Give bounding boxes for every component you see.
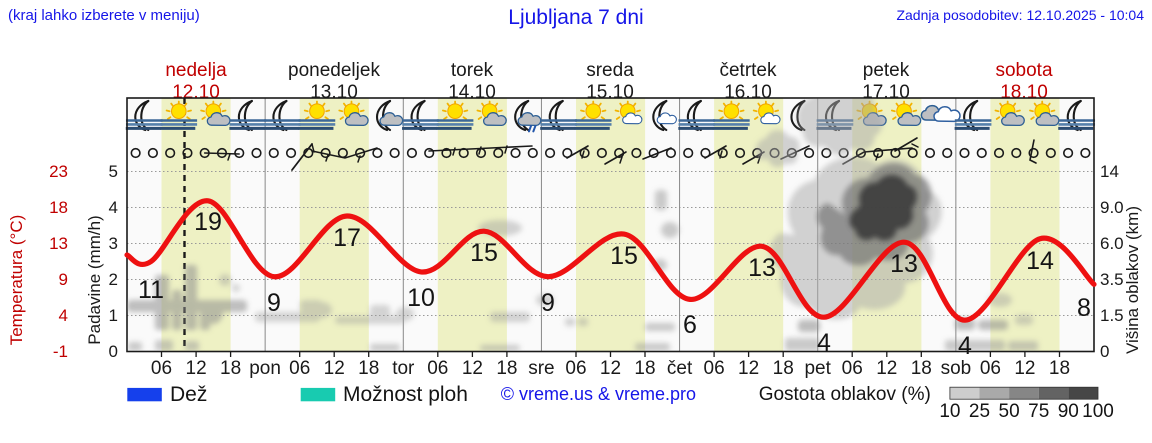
svg-text:06: 06 — [842, 358, 863, 379]
svg-text:13: 13 — [890, 250, 918, 278]
svg-text:6.0: 6.0 — [1100, 234, 1124, 253]
svg-text:25: 25 — [969, 401, 990, 422]
svg-text:75: 75 — [1028, 401, 1049, 422]
svg-text:sre: sre — [528, 358, 554, 379]
svg-text:4: 4 — [109, 198, 118, 217]
svg-text:18: 18 — [49, 198, 68, 217]
svg-text:Ljubljana 7 dni: Ljubljana 7 dni — [508, 6, 643, 29]
svg-text:11: 11 — [138, 276, 164, 304]
svg-text:14: 14 — [1100, 162, 1119, 181]
svg-text:12: 12 — [186, 358, 207, 379]
svg-text:9: 9 — [59, 270, 68, 289]
svg-text:(kraj lahko izberete v meniju): (kraj lahko izberete v meniju) — [8, 7, 200, 24]
svg-text:90: 90 — [1058, 401, 1079, 422]
svg-text:Možnost ploh: Možnost ploh — [343, 383, 468, 406]
svg-text:5: 5 — [109, 162, 118, 181]
svg-text:12: 12 — [462, 358, 483, 379]
svg-text:Padavine (mm/h): Padavine (mm/h) — [85, 215, 104, 344]
svg-text:sreda: sreda — [586, 60, 634, 81]
svg-text:2: 2 — [109, 270, 118, 289]
svg-text:50: 50 — [999, 401, 1020, 422]
svg-text:© vreme.us & vreme.pro: © vreme.us & vreme.pro — [501, 384, 696, 404]
svg-text:10: 10 — [939, 401, 960, 422]
svg-text:06: 06 — [427, 358, 448, 379]
svg-text:18: 18 — [220, 358, 241, 379]
svg-text:23: 23 — [49, 162, 68, 181]
svg-text:15: 15 — [470, 239, 498, 267]
svg-text:pet: pet — [804, 358, 831, 379]
svg-text:1: 1 — [109, 306, 118, 325]
svg-text:ponedeljek: ponedeljek — [288, 60, 380, 81]
svg-text:12: 12 — [738, 358, 759, 379]
svg-text:pon: pon — [249, 358, 281, 379]
svg-text:Višina oblakov (km): Višina oblakov (km) — [1123, 206, 1142, 354]
svg-text:12: 12 — [1014, 358, 1035, 379]
svg-text:10: 10 — [407, 284, 435, 312]
svg-text:Gostota oblakov (%): Gostota oblakov (%) — [759, 384, 931, 405]
svg-text:3.5: 3.5 — [1100, 270, 1124, 289]
svg-text:sobota: sobota — [995, 60, 1052, 81]
svg-text:1.5: 1.5 — [1100, 306, 1124, 325]
svg-text:12: 12 — [600, 358, 621, 379]
svg-text:18: 18 — [634, 358, 655, 379]
svg-text:06: 06 — [980, 358, 1001, 379]
svg-text:18: 18 — [358, 358, 379, 379]
svg-text:četrtek: četrtek — [719, 60, 777, 81]
svg-text:06: 06 — [289, 358, 310, 379]
svg-text:9: 9 — [541, 289, 555, 317]
svg-text:14: 14 — [1026, 247, 1054, 275]
svg-text:6: 6 — [683, 311, 697, 339]
svg-text:100: 100 — [1082, 401, 1114, 422]
svg-text:4: 4 — [59, 306, 68, 325]
svg-text:9: 9 — [267, 289, 281, 317]
svg-text:12: 12 — [324, 358, 345, 379]
svg-text:0: 0 — [1100, 342, 1109, 361]
svg-text:čet: čet — [667, 358, 693, 379]
svg-text:13: 13 — [748, 254, 776, 282]
svg-text:9.0: 9.0 — [1100, 198, 1124, 217]
svg-text:06: 06 — [565, 358, 586, 379]
svg-text:18: 18 — [496, 358, 517, 379]
svg-text:06: 06 — [151, 358, 172, 379]
svg-text:18: 18 — [773, 358, 794, 379]
svg-text:4: 4 — [817, 329, 831, 357]
svg-text:-1: -1 — [53, 342, 68, 361]
svg-text:sob: sob — [941, 358, 972, 379]
svg-text:17: 17 — [333, 224, 361, 252]
svg-text:petek: petek — [863, 60, 910, 81]
svg-text:4: 4 — [958, 332, 972, 360]
svg-text:Temperatura (°C): Temperatura (°C) — [7, 215, 26, 346]
svg-text:Dež: Dež — [170, 383, 207, 406]
svg-text:19: 19 — [194, 208, 222, 236]
svg-text:nedelja: nedelja — [165, 60, 227, 81]
svg-text:tor: tor — [392, 358, 415, 379]
svg-text:0: 0 — [109, 342, 118, 361]
svg-text:15: 15 — [610, 242, 638, 270]
svg-text:13: 13 — [49, 234, 68, 253]
svg-text:Zadnja posodobitev: 12.10.2025: Zadnja posodobitev: 12.10.2025 - 10:04 — [896, 7, 1144, 23]
svg-text:8: 8 — [1077, 294, 1091, 322]
svg-text:18: 18 — [1049, 358, 1070, 379]
svg-text:18: 18 — [911, 358, 932, 379]
svg-text:06: 06 — [704, 358, 725, 379]
svg-text:3: 3 — [109, 234, 118, 253]
svg-text:torek: torek — [451, 60, 494, 81]
svg-text:12: 12 — [876, 358, 897, 379]
